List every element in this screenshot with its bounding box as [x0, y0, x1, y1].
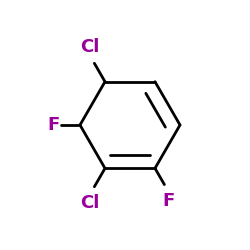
- Text: F: F: [48, 116, 60, 134]
- Text: Cl: Cl: [80, 194, 100, 212]
- Text: Cl: Cl: [80, 38, 100, 56]
- Text: F: F: [163, 192, 175, 210]
